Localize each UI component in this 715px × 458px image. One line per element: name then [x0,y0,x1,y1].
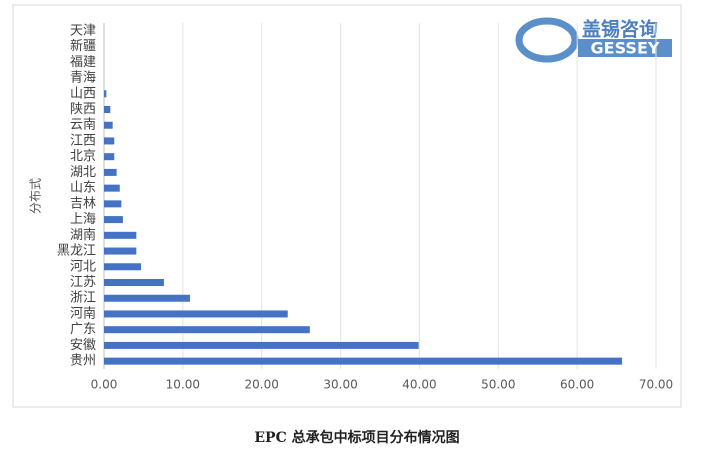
bar [104,279,164,286]
bar [104,247,137,255]
y-tick-label: 江苏 [70,274,96,290]
logo-band [578,39,672,57]
caption: EPC 总承包中标项目分布情况图 [254,429,459,446]
y-tick-label: 河北 [70,259,96,274]
bar [104,168,117,176]
y-tick-label: 天津 [70,23,96,38]
bar [104,184,120,192]
y-tick-label: 湖北 [70,165,96,180]
y-tick-label: 安徽 [70,338,96,353]
y-tick-label: 广东 [70,322,96,337]
x-tick-label: 20.00 [245,378,279,392]
y-tick-label: 北京 [70,149,96,164]
logo-mark [515,17,579,63]
y-tick-label: 陕西 [70,102,96,117]
bar [104,90,107,98]
bar [104,200,122,208]
x-tick-label: 40.00 [402,378,436,392]
x-tick-label: 0.00 [91,378,118,392]
x-tick-label: 10.00 [166,378,200,392]
bar [104,216,123,224]
y-tick-label: 福建 [70,55,96,70]
bar [104,263,142,271]
y-tick-label: 山西 [70,86,96,101]
y-tick-label: 青海 [70,71,96,86]
bar [104,357,623,365]
y-tick-label: 新疆 [70,38,96,54]
bar [104,137,115,145]
bar [104,121,113,129]
y-axis-label: 分布式 [29,178,43,214]
bar [104,231,137,239]
x-tick-label: 50.00 [481,378,515,392]
y-tick-label: 吉林 [70,196,96,211]
bar [104,310,288,318]
logo-name: 盖锡咨询 [582,18,658,41]
x-tick-label: 60.00 [560,378,594,392]
bar [104,294,190,302]
x-tick-label: 30.00 [323,378,357,392]
y-tick-label: 江西 [70,133,96,148]
y-tick-label: 云南 [70,117,96,133]
x-tick-label: 70.00 [639,378,673,392]
bar [104,326,310,334]
bar [104,153,115,161]
y-tick-label: 贵州 [70,354,96,369]
logo-brand: GESSEY [591,39,660,58]
y-tick-label: 上海 [70,212,96,227]
y-tick-label: 黑龙江 [57,244,96,259]
chart-frame [12,4,682,408]
y-tick-label: 湖南 [70,227,96,243]
bar [104,341,419,349]
y-tick-label: 山东 [70,181,96,196]
y-tick-label: 河南 [70,305,96,321]
bar [104,106,111,113]
y-tick-label: 浙江 [70,291,96,306]
